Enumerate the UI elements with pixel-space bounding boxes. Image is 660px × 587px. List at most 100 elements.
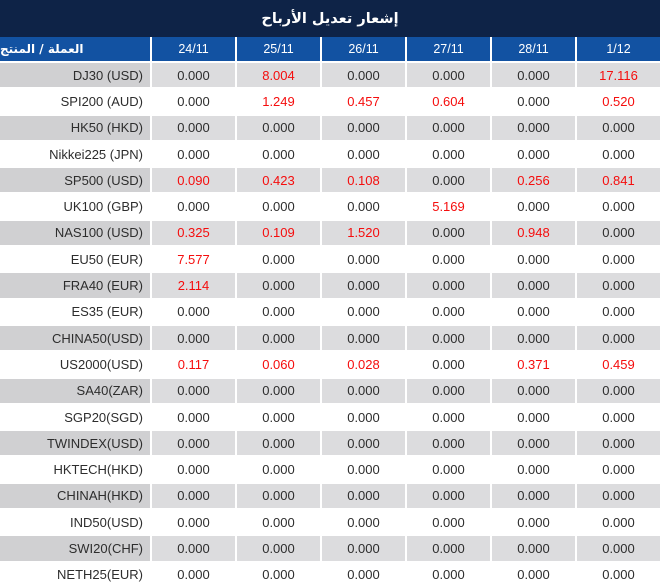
row-label: DJ30 (USD) (0, 63, 150, 88)
adjustment-value-cell: 0.000 (577, 115, 660, 140)
adjustment-value-cell: 0.000 (492, 562, 575, 587)
adjustment-value-cell: 0.000 (152, 63, 235, 88)
adjustment-value-cell: 0.000 (237, 247, 320, 272)
adjustment-value-cell: 0.000 (152, 431, 235, 456)
adjustment-value-cell: 0.000 (407, 536, 490, 561)
adjustment-value-cell: 0.108 (322, 168, 405, 193)
adjustment-value-cell: 1.520 (322, 220, 405, 246)
adjustment-value-cell: 0.060 (237, 352, 320, 377)
adjustment-value-cell: 0.090 (152, 168, 235, 193)
adjustment-value-cell: 0.000 (322, 457, 405, 482)
row-label: ES35 (EUR) (0, 299, 150, 324)
adjustment-value-cell: 0.000 (152, 404, 235, 430)
adjustment-value-cell: 0.000 (322, 115, 405, 140)
adjustment-value-cell: 0.000 (322, 404, 405, 430)
adjustment-value-cell: 0.000 (577, 141, 660, 167)
adjustment-value-cell: 0.000 (407, 141, 490, 167)
adjustment-value-cell: 0.000 (322, 273, 405, 298)
row-label: Nikkei225 (JPN) (0, 141, 150, 167)
adjustment-value-cell: 0.000 (322, 63, 405, 88)
adjustment-value-cell: 0.000 (492, 483, 575, 509)
adjustment-value-cell: 0.000 (407, 457, 490, 482)
adjustment-value-cell: 0.000 (152, 457, 235, 482)
adjustment-value-cell: 0.000 (237, 536, 320, 561)
adjustment-value-cell: 0.000 (407, 299, 490, 324)
date-column-header: 28/11 (492, 37, 575, 61)
adjustment-value-cell: 0.000 (492, 378, 575, 403)
adjustment-value-cell: 0.000 (492, 273, 575, 298)
adjustment-value-cell: 0.000 (322, 141, 405, 167)
date-column-header: 24/11 (152, 37, 235, 61)
adjustment-value-cell: 0.000 (407, 115, 490, 140)
adjustment-value-cell: 0.000 (407, 378, 490, 403)
adjustment-value-cell: 0.457 (322, 89, 405, 114)
row-label: CHINAH(HKD) (0, 483, 150, 509)
adjustment-value-cell: 0.841 (577, 168, 660, 193)
adjustment-value-cell: 0.000 (492, 404, 575, 430)
adjustment-value-cell: 0.000 (577, 457, 660, 482)
adjustment-value-cell: 0.000 (492, 510, 575, 535)
adjustment-value-cell: 2.114 (152, 273, 235, 298)
date-column-header: 27/11 (407, 37, 490, 61)
adjustment-value-cell: 0.000 (237, 273, 320, 298)
adjustment-value-cell: 0.000 (577, 378, 660, 403)
page-title: إشعار تعديل الأرباح (261, 10, 399, 27)
row-label: SGP20(SGD) (0, 404, 150, 430)
adjustment-value-cell: 0.000 (407, 273, 490, 298)
adjustment-value-cell: 0.000 (322, 194, 405, 219)
adjustment-value-cell: 0.000 (237, 299, 320, 324)
adjustment-value-cell: 0.000 (492, 89, 575, 114)
adjustment-value-cell: 0.000 (577, 404, 660, 430)
date-column-header: 1/12 (577, 37, 660, 61)
adjustment-value-cell: 0.000 (407, 220, 490, 246)
adjustment-value-cell: 0.000 (407, 325, 490, 351)
adjustment-value-cell: 0.000 (237, 141, 320, 167)
adjustment-value-cell: 0.000 (152, 325, 235, 351)
adjustment-value-cell: 0.000 (577, 483, 660, 509)
adjustment-value-cell: 0.000 (492, 431, 575, 456)
row-label: HK50 (HKD) (0, 115, 150, 140)
adjustment-value-cell: 0.000 (407, 483, 490, 509)
adjustment-value-cell: 0.000 (407, 168, 490, 193)
row-label: SP500 (USD) (0, 168, 150, 193)
adjustment-value-cell: 0.117 (152, 352, 235, 377)
row-label: SWI20(CHF) (0, 536, 150, 561)
adjustment-value-cell: 0.000 (152, 141, 235, 167)
row-label: HKTECH(HKD) (0, 457, 150, 482)
row-label: FRA40 (EUR) (0, 273, 150, 298)
adjustment-value-cell: 0.000 (322, 299, 405, 324)
adjustment-value-cell: 0.000 (322, 510, 405, 535)
adjustment-value-cell: 0.948 (492, 220, 575, 246)
row-label: SPI200 (AUD) (0, 89, 150, 114)
adjustment-value-cell: 0.000 (152, 194, 235, 219)
dividend-table: العملة / المنتج 24/11 25/11 26/11 27/11 28/11… (0, 37, 660, 587)
row-label: SA40(ZAR) (0, 378, 150, 403)
adjustment-value-cell: 0.000 (152, 378, 235, 403)
adjustment-value-cell: 0.000 (492, 325, 575, 351)
adjustment-value-cell: 0.000 (492, 115, 575, 140)
adjustment-value-cell: 0.000 (492, 536, 575, 561)
adjustment-value-cell: 0.000 (152, 115, 235, 140)
adjustment-value-cell: 0.000 (577, 220, 660, 246)
adjustment-value-cell: 0.000 (407, 510, 490, 535)
adjustment-value-cell: 17.116 (577, 63, 660, 88)
adjustment-value-cell: 0.371 (492, 352, 575, 377)
adjustment-value-cell: 0.000 (152, 89, 235, 114)
adjustment-value-cell: 0.604 (407, 89, 490, 114)
adjustment-value-cell: 0.000 (492, 457, 575, 482)
adjustment-value-cell: 0.000 (322, 378, 405, 403)
adjustment-value-cell: 0.000 (237, 115, 320, 140)
row-label: CHINA50(USD) (0, 325, 150, 351)
adjustment-value-cell: 0.000 (492, 299, 575, 324)
adjustment-value-cell: 0.000 (237, 510, 320, 535)
adjustment-value-cell: 0.000 (492, 247, 575, 272)
adjustment-value-cell: 8.004 (237, 63, 320, 88)
adjustment-value-cell: 0.000 (237, 378, 320, 403)
adjustment-value-cell: 0.000 (577, 273, 660, 298)
adjustment-value-cell: 0.000 (577, 299, 660, 324)
adjustment-value-cell: 0.000 (577, 325, 660, 351)
adjustment-value-cell: 0.000 (577, 431, 660, 456)
adjustment-value-cell: 0.000 (407, 63, 490, 88)
row-label: UK100 (GBP) (0, 194, 150, 219)
